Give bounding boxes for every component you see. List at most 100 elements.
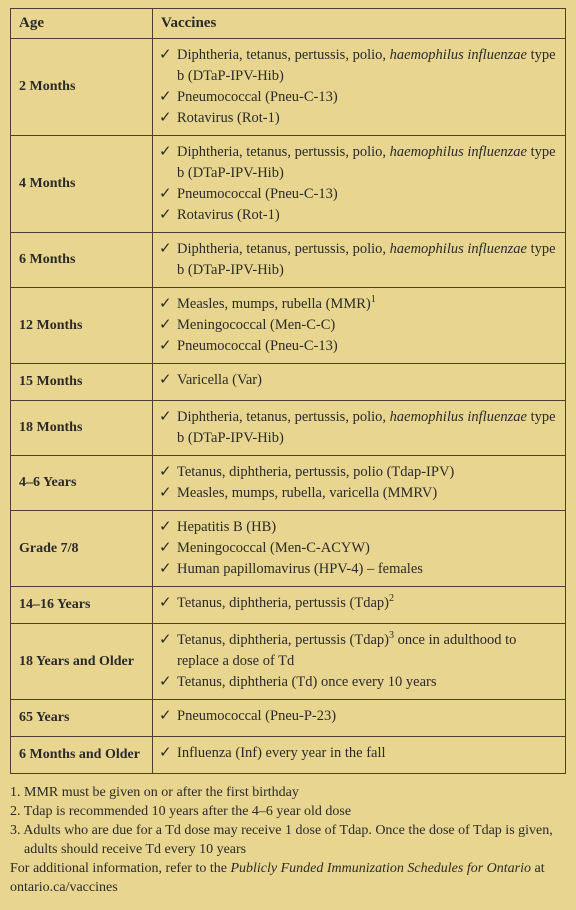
check-icon: ✓ — [159, 743, 177, 764]
table-row: 4 Months✓Diphtheria, tetanus, pertussis,… — [11, 136, 566, 233]
check-icon: ✓ — [159, 45, 177, 66]
vaccine-item: ✓Human papillomavirus (HPV-4) – females — [157, 559, 559, 580]
vaccine-text: Pneumococcal (Pneu-P-23) — [177, 706, 559, 727]
check-icon: ✓ — [159, 672, 177, 693]
check-icon: ✓ — [159, 108, 177, 129]
age-cell: 15 Months — [11, 364, 153, 401]
table-row: 6 Months and Older✓Influenza (Inf) every… — [11, 737, 566, 774]
vaccines-cell: ✓Diphtheria, tetanus, pertussis, polio, … — [153, 401, 566, 456]
footnote-ref: 3 — [389, 630, 394, 641]
vaccine-text: Tetanus, diphtheria, pertussis, polio (T… — [177, 462, 559, 483]
vaccines-cell: ✓Pneumococcal (Pneu-P-23) — [153, 700, 566, 737]
vaccine-text: Diphtheria, tetanus, pertussis, polio, h… — [177, 45, 559, 87]
vaccines-cell: ✓Measles, mumps, rubella (MMR)1✓Meningoc… — [153, 288, 566, 364]
vaccines-cell: ✓Tetanus, diphtheria, pertussis (Tdap)3 … — [153, 624, 566, 700]
vaccine-text: Tetanus, diphtheria, pertussis (Tdap)3 o… — [177, 630, 559, 672]
age-cell: Grade 7/8 — [11, 511, 153, 587]
vaccine-item: ✓Measles, mumps, rubella, varicella (MMR… — [157, 483, 559, 504]
vaccine-item: ✓Diphtheria, tetanus, pertussis, polio, … — [157, 142, 559, 184]
check-icon: ✓ — [159, 593, 177, 614]
vaccine-text: Meningococcal (Men-C-ACYW) — [177, 538, 559, 559]
vaccine-item: ✓Tetanus, diphtheria, pertussis (Tdap)2 — [157, 593, 559, 614]
vaccine-item: ✓Tetanus, diphtheria, pertussis (Tdap)3 … — [157, 630, 559, 672]
vaccine-text: Measles, mumps, rubella, varicella (MMRV… — [177, 483, 559, 504]
check-icon: ✓ — [159, 205, 177, 226]
footnote-item: 1. MMR must be given on or after the fir… — [10, 784, 566, 803]
vaccine-text: Pneumococcal (Pneu-C-13) — [177, 184, 559, 205]
italic-term: haemophilus influenzae — [390, 241, 527, 257]
table-row: 6 Months✓Diphtheria, tetanus, pertussis,… — [11, 233, 566, 288]
check-icon: ✓ — [159, 336, 177, 357]
vaccine-item: ✓Diphtheria, tetanus, pertussis, polio, … — [157, 407, 559, 449]
check-icon: ✓ — [159, 294, 177, 315]
vaccine-text: Diphtheria, tetanus, pertussis, polio, h… — [177, 407, 559, 449]
vaccine-text: Hepatitis B (HB) — [177, 517, 559, 538]
table-row: 14–16 Years✓Tetanus, diphtheria, pertuss… — [11, 587, 566, 624]
vaccine-text: Pneumococcal (Pneu-C-13) — [177, 336, 559, 357]
vaccine-item: ✓Measles, mumps, rubella (MMR)1 — [157, 294, 559, 315]
vaccine-item: ✓Rotavirus (Rot-1) — [157, 108, 559, 129]
check-icon: ✓ — [159, 462, 177, 483]
vaccine-item: ✓Varicella (Var) — [157, 370, 559, 391]
vaccines-cell: ✓Diphtheria, tetanus, pertussis, polio, … — [153, 136, 566, 233]
col-header-vaccines: Vaccines — [153, 9, 566, 39]
vaccine-item: ✓Pneumococcal (Pneu-C-13) — [157, 87, 559, 108]
vaccine-text: Tetanus, diphtheria (Td) once every 10 y… — [177, 672, 559, 693]
vaccine-item: ✓Diphtheria, tetanus, pertussis, polio, … — [157, 239, 559, 281]
table-row: 18 Years and Older✓Tetanus, diphtheria, … — [11, 624, 566, 700]
check-icon: ✓ — [159, 142, 177, 163]
footnote-extra: For additional information, refer to the… — [10, 860, 566, 898]
check-icon: ✓ — [159, 483, 177, 504]
age-cell: 4–6 Years — [11, 456, 153, 511]
footnote-item: 2. Tdap is recommended 10 years after th… — [10, 803, 566, 822]
vaccine-text: Meningococcal (Men-C-C) — [177, 315, 559, 336]
table-row: 15 Months✓Varicella (Var) — [11, 364, 566, 401]
check-icon: ✓ — [159, 87, 177, 108]
vaccines-cell: ✓Diphtheria, tetanus, pertussis, polio, … — [153, 233, 566, 288]
vaccine-schedule-table: Age Vaccines 2 Months✓Diphtheria, tetanu… — [10, 8, 566, 774]
footnote-item: 3. Adults who are due for a Td dose may … — [10, 822, 566, 860]
age-cell: 18 Months — [11, 401, 153, 456]
italic-term: haemophilus influenzae — [390, 409, 527, 425]
vaccine-item: ✓Influenza (Inf) every year in the fall — [157, 743, 559, 764]
vaccines-cell: ✓Tetanus, diphtheria, pertussis, polio (… — [153, 456, 566, 511]
check-icon: ✓ — [159, 559, 177, 580]
col-header-age: Age — [11, 9, 153, 39]
vaccine-item: ✓Pneumococcal (Pneu-C-13) — [157, 184, 559, 205]
vaccine-text: Pneumococcal (Pneu-C-13) — [177, 87, 559, 108]
vaccine-item: ✓Rotavirus (Rot-1) — [157, 205, 559, 226]
vaccine-item: ✓Pneumococcal (Pneu-P-23) — [157, 706, 559, 727]
age-cell: 18 Years and Older — [11, 624, 153, 700]
vaccine-item: ✓Tetanus, diphtheria, pertussis, polio (… — [157, 462, 559, 483]
vaccines-cell: ✓Varicella (Var) — [153, 364, 566, 401]
check-icon: ✓ — [159, 407, 177, 428]
age-cell: 4 Months — [11, 136, 153, 233]
age-cell: 14–16 Years — [11, 587, 153, 624]
table-row: Grade 7/8✓Hepatitis B (HB)✓Meningococcal… — [11, 511, 566, 587]
italic-title: Publicly Funded Immunization Schedules f… — [230, 861, 531, 876]
vaccine-text: Rotavirus (Rot-1) — [177, 108, 559, 129]
vaccine-text: Diphtheria, tetanus, pertussis, polio, h… — [177, 142, 559, 184]
vaccine-item: ✓Tetanus, diphtheria (Td) once every 10 … — [157, 672, 559, 693]
check-icon: ✓ — [159, 315, 177, 336]
table-header-row: Age Vaccines — [11, 9, 566, 39]
check-icon: ✓ — [159, 538, 177, 559]
vaccine-item: ✓Pneumococcal (Pneu-C-13) — [157, 336, 559, 357]
table-row: 18 Months✓Diphtheria, tetanus, pertussis… — [11, 401, 566, 456]
vaccine-text: Human papillomavirus (HPV-4) – females — [177, 559, 559, 580]
age-cell: 65 Years — [11, 700, 153, 737]
vaccine-text: Measles, mumps, rubella (MMR)1 — [177, 294, 559, 315]
footnote-ref: 2 — [389, 593, 394, 604]
vaccine-item: ✓Diphtheria, tetanus, pertussis, polio, … — [157, 45, 559, 87]
vaccines-cell: ✓Diphtheria, tetanus, pertussis, polio, … — [153, 39, 566, 136]
vaccine-text: Tetanus, diphtheria, pertussis (Tdap)2 — [177, 593, 559, 614]
footnotes-block: 1. MMR must be given on or after the fir… — [10, 784, 566, 897]
age-cell: 6 Months — [11, 233, 153, 288]
vaccine-text: Influenza (Inf) every year in the fall — [177, 743, 559, 764]
vaccine-text: Diphtheria, tetanus, pertussis, polio, h… — [177, 239, 559, 281]
vaccine-item: ✓Hepatitis B (HB) — [157, 517, 559, 538]
vaccine-text: Varicella (Var) — [177, 370, 559, 391]
check-icon: ✓ — [159, 370, 177, 391]
vaccine-item: ✓Meningococcal (Men-C-ACYW) — [157, 538, 559, 559]
age-cell: 6 Months and Older — [11, 737, 153, 774]
